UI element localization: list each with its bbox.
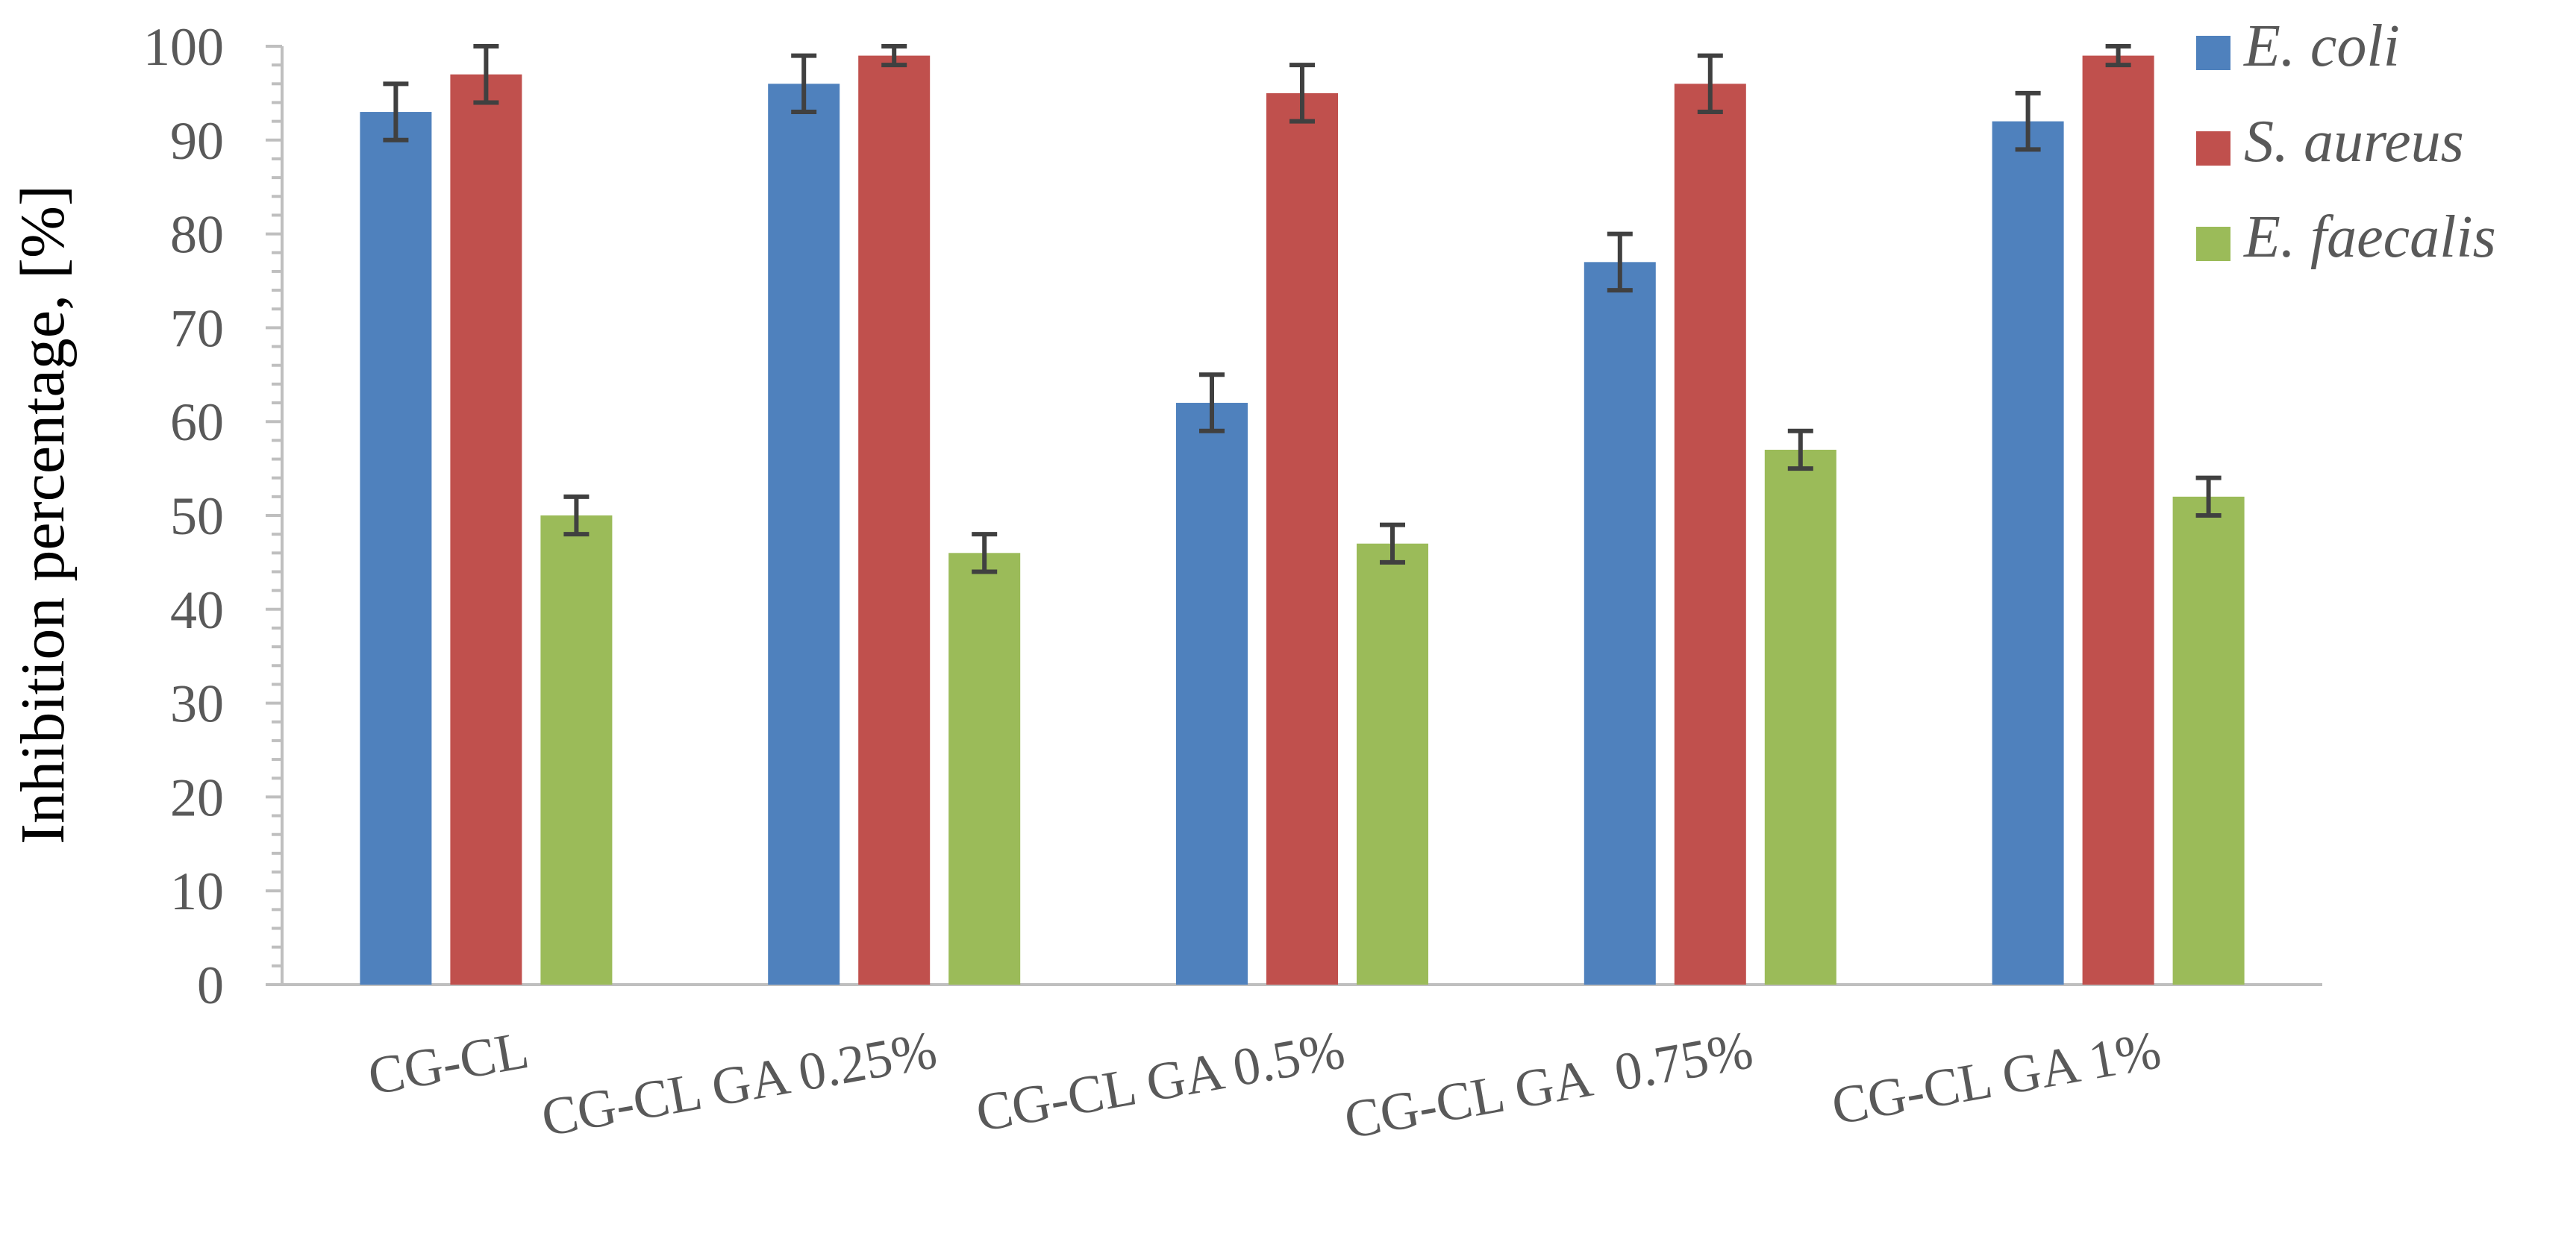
x-category-label: CG-CL GA 0.25%: [537, 1020, 941, 1148]
y-tick-label: 0: [197, 956, 224, 1015]
error-bar: [1289, 63, 1315, 124]
bar: [1584, 262, 1656, 985]
error-bar: [881, 44, 907, 68]
bar: [948, 553, 1021, 985]
bar: [360, 112, 432, 985]
bar: [2082, 55, 2154, 985]
error-bar: [2105, 44, 2131, 68]
error-bar: [1787, 428, 1813, 471]
bar: [1674, 84, 1746, 985]
bar: [1176, 403, 1248, 985]
error-bar: [383, 81, 409, 142]
legend-item: E. coli: [2196, 13, 2400, 79]
y-tick-label: 60: [170, 392, 224, 452]
x-category-label: CG-CL: [364, 1020, 534, 1106]
y-tick-label: 100: [143, 17, 224, 77]
error-bar: [2195, 475, 2222, 518]
y-tick-label: 50: [170, 486, 224, 546]
labels-layer: 0 10 20 30 40 50 60 70 80 90 100 CG-CL CG-CL GA 0.25…: [143, 17, 2165, 1150]
error-bar: [1199, 372, 1225, 433]
legend-item: S. aureus: [2196, 109, 2464, 175]
y-tick-label: 90: [170, 111, 224, 171]
bars-layer: [360, 55, 2245, 985]
x-category-label: CG-CL GA 0.5%: [972, 1020, 1349, 1143]
legend-swatch: [2196, 131, 2230, 166]
error-bar: [972, 532, 998, 574]
y-tick-label: 20: [170, 768, 224, 827]
y-tick-label: 80: [170, 205, 224, 265]
bar: [2172, 496, 2245, 985]
legend-label: E. faecalis: [2243, 204, 2496, 270]
bar: [858, 55, 931, 985]
bar: [540, 515, 613, 985]
legend-label: E. coli: [2243, 13, 2400, 79]
bar: [768, 84, 840, 985]
bar: [1992, 121, 2064, 985]
bar: [1764, 449, 1836, 985]
legend-swatch: [2196, 227, 2230, 261]
legend-label: S. aureus: [2244, 109, 2464, 175]
x-category-label: CG-CL GA 1%: [1828, 1020, 2165, 1136]
bar: [1266, 92, 1338, 985]
y-tick-label: 70: [170, 298, 224, 358]
error-bar: [1697, 53, 1723, 115]
bar: [450, 74, 522, 985]
y-tick-label: 30: [170, 674, 224, 734]
x-category-label: CG-CL GA 0.75%: [1340, 1020, 1757, 1150]
y-tick-label: 10: [170, 862, 224, 921]
error-bar: [473, 44, 499, 105]
error-bar: [791, 53, 817, 115]
legend: E. coli S. aureus E. faecalis: [2196, 13, 2496, 270]
error-bar: [2015, 90, 2041, 152]
error-bar: [1380, 522, 1405, 565]
error-bar: [563, 494, 590, 537]
legend-swatch: [2196, 36, 2230, 70]
error-bars-layer: [383, 44, 2222, 574]
bar: [1357, 543, 1428, 985]
y-tick-label: 40: [170, 580, 224, 640]
error-bar: [1607, 231, 1633, 293]
legend-item: E. faecalis: [2196, 204, 2496, 270]
y-axis-title: Inhibition percentage, [%]: [8, 185, 78, 844]
